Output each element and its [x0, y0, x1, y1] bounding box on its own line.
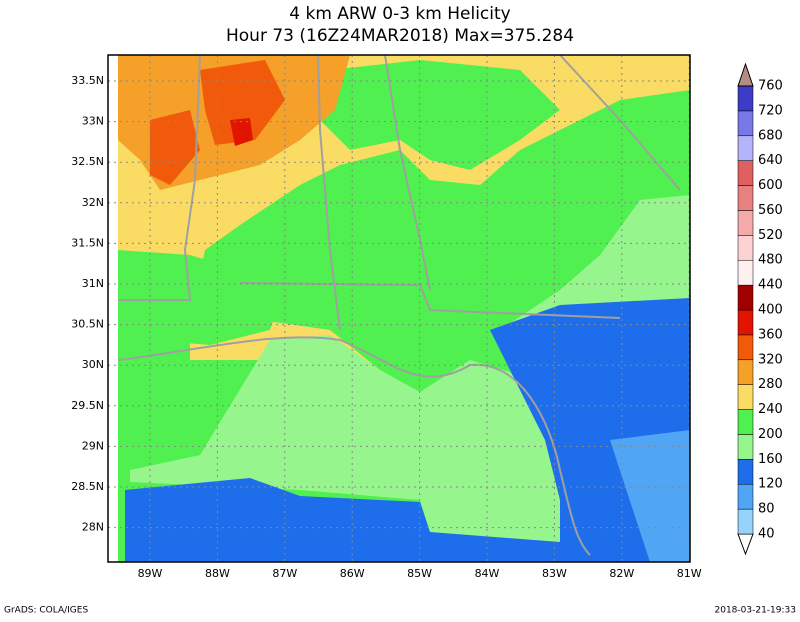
field-light-green-gulf — [130, 335, 562, 545]
colorbar-label: 240 — [758, 402, 783, 417]
colorbar-label: 320 — [758, 352, 783, 367]
colorbar-bin — [737, 185, 754, 211]
colorbar-bin — [737, 259, 754, 286]
lat-label: 33N — [82, 115, 104, 128]
colorbar-label: 40 — [758, 527, 775, 542]
colorbar-label: 400 — [758, 303, 783, 318]
lon-label: 82W — [609, 567, 634, 580]
lat-label: 33.5N — [71, 74, 104, 87]
colorbar-label: 80 — [758, 502, 775, 517]
field-light-green-east — [500, 195, 690, 330]
colorbar-bin — [737, 135, 754, 161]
field-dark-orange-west — [150, 110, 200, 185]
colorbar-label: 760 — [758, 79, 783, 94]
border-al-ga — [384, 55, 431, 291]
colorbar-label: 480 — [758, 253, 783, 268]
colorbar-bin — [737, 359, 754, 385]
colorbar-bin — [737, 508, 754, 535]
colorbar-bin — [737, 434, 754, 460]
colorbar-label: 120 — [758, 477, 783, 492]
colorbar-bin — [737, 483, 754, 510]
lon-label: 87W — [272, 567, 297, 580]
title: 4 km ARW 0-3 km Helicity — [289, 4, 510, 24]
subtitle: Hour 73 (16Z24MAR2018) Max=375.284 — [226, 26, 574, 46]
lon-label: 85W — [407, 567, 432, 580]
lon-label: 86W — [340, 567, 365, 580]
lat-label: 29N — [82, 439, 104, 452]
colorbar-bin — [737, 210, 754, 236]
colorbar-bin — [737, 110, 754, 137]
border-ms-al — [317, 55, 341, 331]
colorbar-end-high — [737, 62, 754, 87]
field-green-west — [118, 250, 280, 345]
lat-label: 32.5N — [71, 155, 104, 168]
colorbar-label: 440 — [758, 278, 783, 293]
lat-label: 31N — [82, 277, 104, 290]
colorbar: 40 80 120 160 200 240 280 320 360 400 440 480 520 560… — [737, 62, 783, 556]
lon-label: 88W — [205, 567, 230, 580]
field-green-north — [320, 60, 560, 170]
colorbar-bin — [737, 459, 754, 485]
helicity-field — [108, 55, 690, 562]
colorbar-bin — [737, 160, 754, 186]
colorbar-label: 520 — [758, 228, 783, 243]
graticule — [108, 55, 690, 562]
colorbar-end-low — [737, 533, 754, 556]
border-ga-sc — [559, 55, 681, 191]
colorbar-label: 720 — [758, 103, 783, 118]
colorbar-label: 640 — [758, 153, 783, 168]
field-dark-orange — [200, 60, 285, 145]
colorbar-bin — [737, 309, 754, 336]
field-edge — [108, 55, 118, 562]
colorbar-bin — [737, 409, 754, 435]
lon-label: 81W — [677, 567, 702, 580]
colorbar-label: 280 — [758, 377, 783, 392]
colorbar-label: 200 — [758, 427, 783, 442]
field-red — [230, 118, 253, 146]
colorbar-label: 600 — [758, 178, 783, 193]
lat-label: 31.5N — [71, 236, 104, 249]
colorbar-label: 560 — [758, 203, 783, 218]
colorbar-bin — [737, 85, 754, 112]
lat-label: 29.5N — [71, 399, 104, 412]
field-blue-south — [125, 478, 560, 562]
lat-label: 30.5N — [71, 318, 104, 331]
footer-left: GrADS: COLA/IGES — [4, 606, 88, 616]
coastline — [117, 336, 591, 556]
lat-label: 28N — [82, 521, 104, 534]
colorbar-bin — [737, 284, 754, 311]
lon-label: 84W — [475, 567, 500, 580]
colorbar-label: 680 — [758, 128, 783, 143]
map-frame — [107, 54, 691, 563]
axis-labels: 33.5N 33N 32.5N 32N 31.5N 31N 30.5N 30N 29.5N 29N… — [71, 74, 701, 580]
lat-label: 32N — [82, 196, 104, 209]
colorbar-label: 160 — [758, 452, 783, 467]
lon-label: 89W — [138, 567, 163, 580]
lon-label: 83W — [542, 567, 567, 580]
colorbar-bin — [737, 334, 754, 361]
footer-right: 2018-03-21-19:33 — [715, 606, 797, 616]
field-light-blue — [610, 430, 690, 562]
border-ms-la — [118, 55, 201, 301]
colorbar-bin — [737, 384, 754, 410]
colorbar-bin — [737, 235, 754, 261]
colorbar-label: 360 — [758, 327, 783, 342]
lat-label: 28.5N — [71, 480, 104, 493]
lat-label: 30N — [82, 358, 104, 371]
